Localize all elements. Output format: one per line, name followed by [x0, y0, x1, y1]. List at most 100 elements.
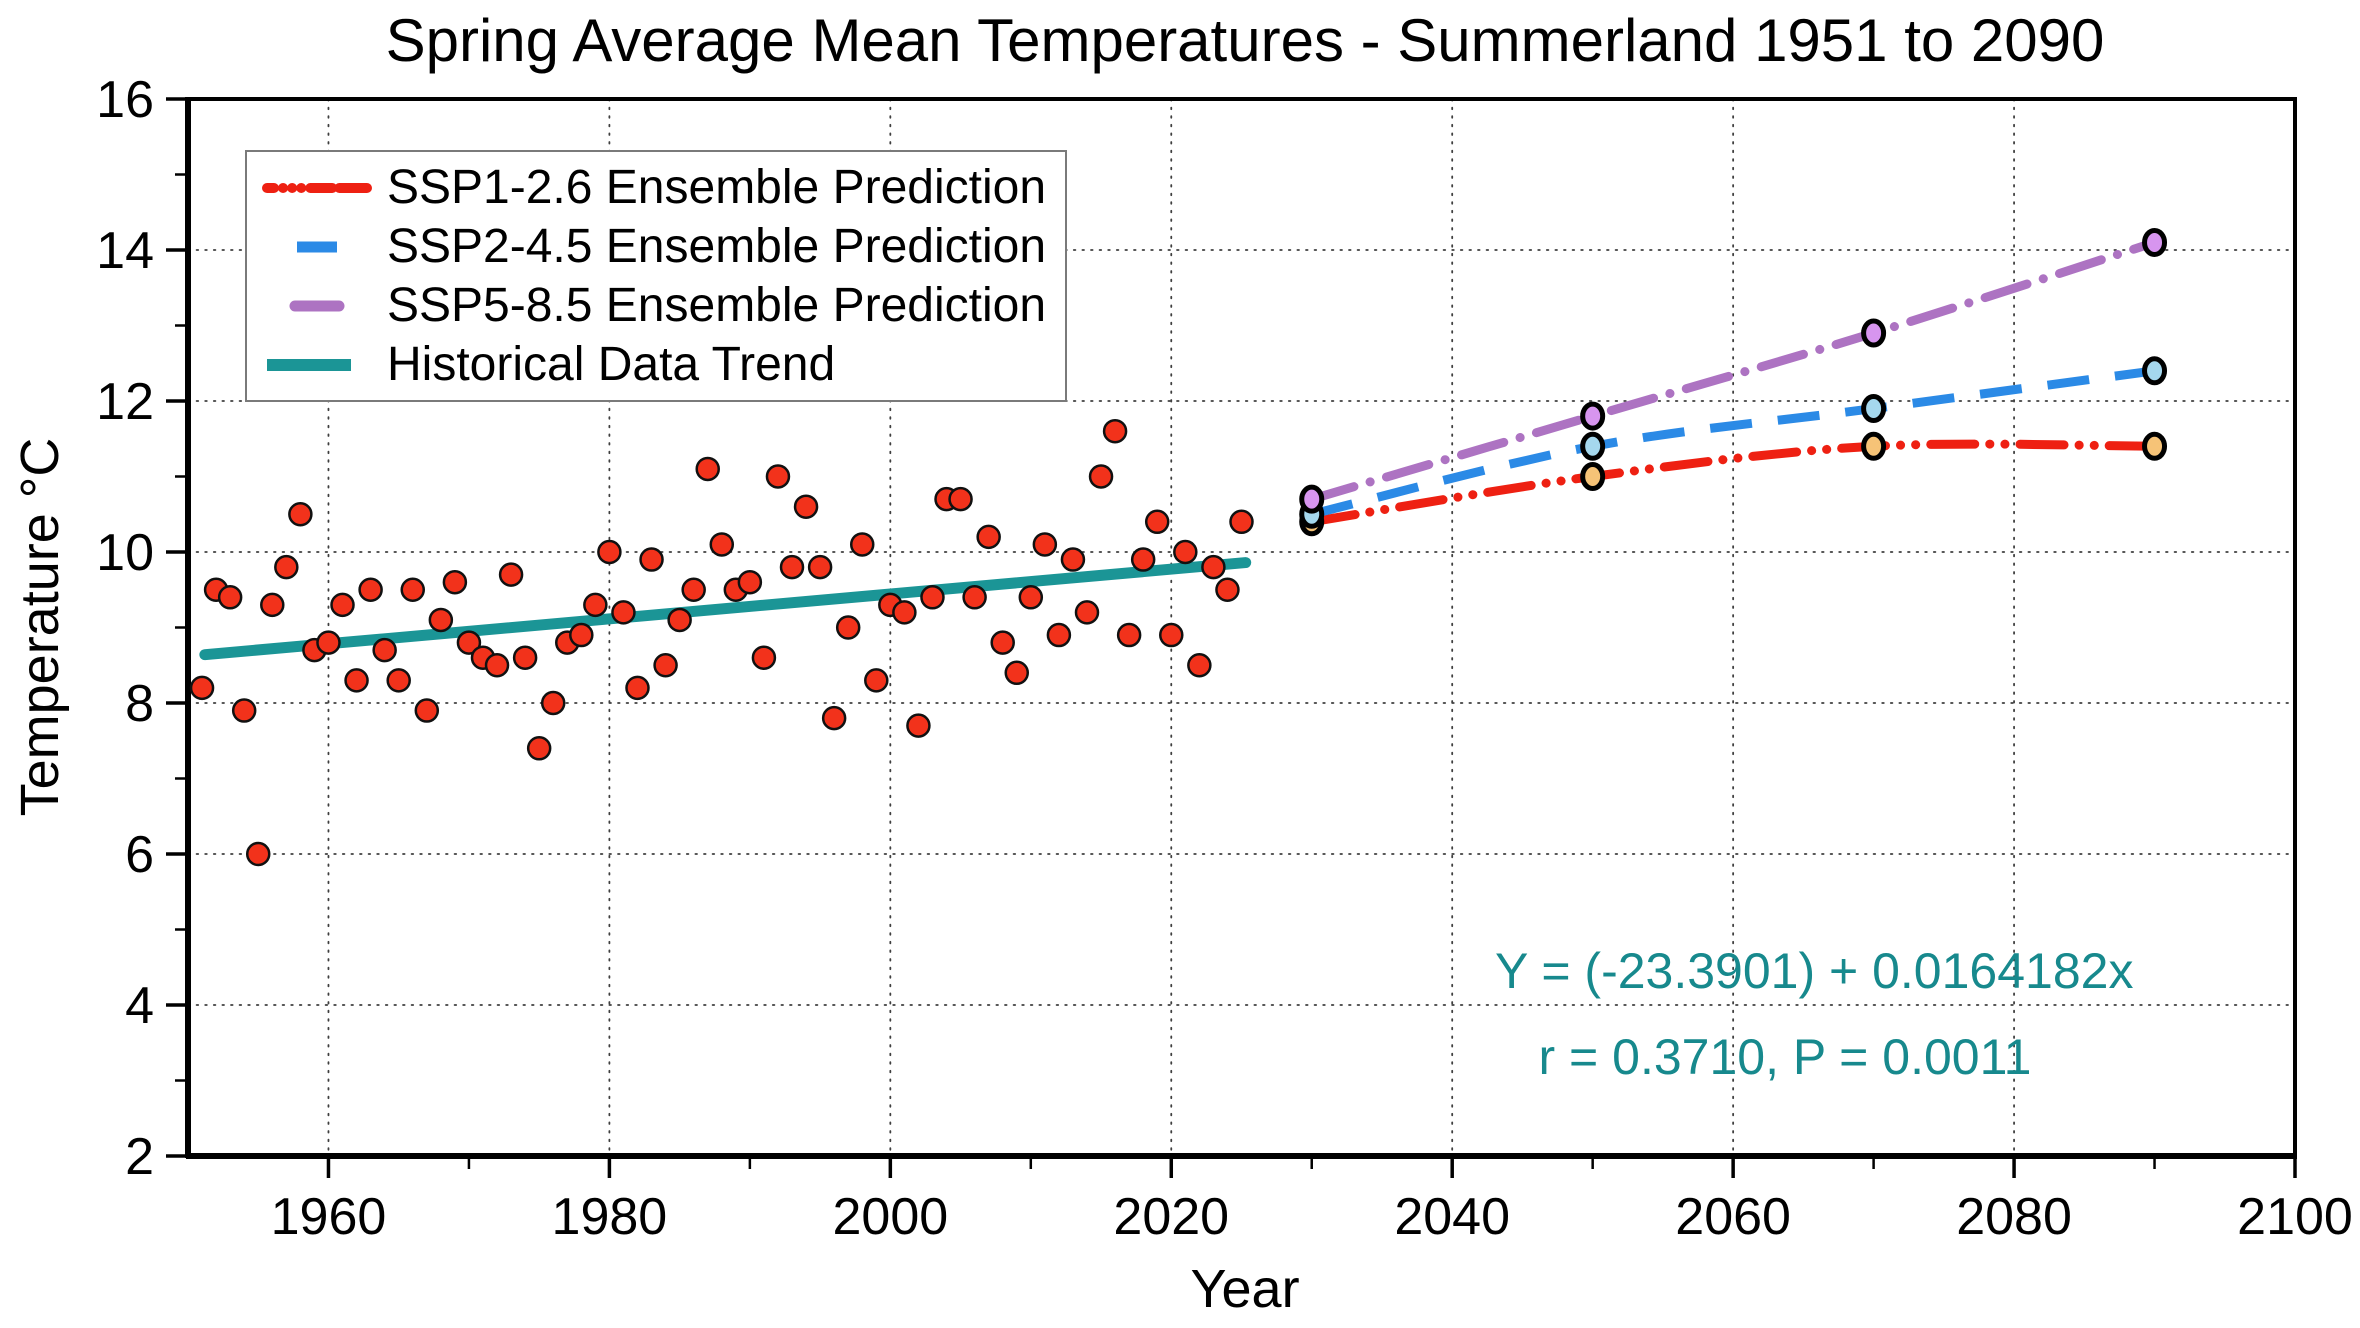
- scatter-point: [1173, 539, 1198, 565]
- scatter-point: [569, 622, 594, 648]
- scatter-point: [737, 569, 763, 595]
- series-line-ssp2-4-5-ensemble-prediction: [1310, 366, 2156, 519]
- scatter-point: [625, 675, 650, 701]
- scatter-point: [1229, 509, 1254, 535]
- prediction-marker-ssp1-2-6-ensemble-prediction: [1580, 462, 1606, 491]
- x-tick-label: 2040: [1394, 1188, 1510, 1246]
- scatter-point: [1004, 660, 1030, 686]
- y-tick-label: 16: [96, 71, 154, 129]
- scatter-point: [189, 675, 215, 701]
- legend-sample-dashed-icon: [297, 241, 337, 252]
- scatter-point: [217, 585, 243, 610]
- prediction-marker-ssp5-8-5-ensemble-prediction: [2142, 227, 2168, 257]
- scatter-point: [1201, 554, 1226, 580]
- legend-item-ssp2-4-5-ensemble-prediction: SSP2-4.5 Ensemble Prediction: [261, 218, 1065, 276]
- legend-label: SSP5-8.5 Ensemble Prediction: [387, 279, 1047, 332]
- scatter-point: [906, 713, 931, 738]
- scatter-point: [583, 592, 608, 618]
- scatter-point: [330, 592, 355, 618]
- x-tick-label: 2060: [1675, 1188, 1791, 1246]
- scatter-point: [892, 600, 917, 625]
- scatter-point: [695, 456, 720, 482]
- scatter-point: [976, 524, 1001, 550]
- scatter-point: [274, 554, 299, 580]
- x-tick-label: 2000: [832, 1188, 948, 1246]
- regression-equation: Y = (-23.3901) + 0.0164182x: [1495, 943, 2134, 999]
- scatter-point: [653, 653, 678, 678]
- scatter-point: [793, 494, 819, 519]
- scatter-point: [526, 736, 552, 761]
- series-line-historical-data-trend: [199, 557, 1252, 661]
- scatter-point: [1159, 622, 1184, 648]
- scatter-point: [1060, 547, 1086, 572]
- scatter-point: [639, 547, 664, 572]
- scatter-point: [358, 577, 383, 602]
- scatter-point: [512, 645, 538, 670]
- scatter-point: [1088, 464, 1114, 489]
- y-tick-label: 8: [125, 675, 154, 733]
- scatter-point: [948, 486, 973, 512]
- prediction-marker-ssp5-8-5-ensemble-prediction: [1580, 401, 1606, 431]
- scatter-point: [751, 645, 777, 670]
- x-tick-label: 1960: [271, 1188, 387, 1246]
- scatter-point: [597, 539, 622, 565]
- scatter-point: [1102, 418, 1128, 444]
- scatter-point: [990, 630, 1015, 655]
- scatter-point: [414, 698, 440, 723]
- scatter-point: [316, 630, 341, 655]
- scatter-point: [611, 600, 636, 625]
- scatter-point: [681, 577, 706, 602]
- scatter-point: [821, 705, 847, 731]
- legend-label: Historical Data Trend: [387, 338, 836, 391]
- legend-sample-dash-dot-icon: [289, 300, 345, 311]
- legend-sample-dash-dot-dot-icon: [262, 182, 372, 193]
- scatter-point: [835, 615, 861, 640]
- y-tick-label: 12: [96, 373, 154, 431]
- scatter-point: [1215, 577, 1240, 602]
- y-tick-label: 4: [125, 977, 154, 1035]
- scatter-point: [428, 607, 454, 633]
- prediction-marker-ssp1-2-6-ensemble-prediction: [1861, 431, 1887, 461]
- scatter-point: [1074, 600, 1100, 625]
- scatter-point: [1032, 532, 1058, 557]
- scatter-point: [372, 637, 397, 663]
- legend-item-ssp5-8-5-ensemble-prediction: SSP5-8.5 Ensemble Prediction: [261, 277, 1065, 335]
- x-tick-label: 1980: [552, 1188, 668, 1246]
- scatter-point: [344, 668, 369, 693]
- scatter-point: [849, 532, 875, 557]
- prediction-marker-ssp1-2-6-ensemble-prediction: [2142, 431, 2168, 461]
- legend-label: SSP2-4.5 Ensemble Prediction: [387, 220, 1047, 273]
- legend-item-ssp1-2-6-ensemble-prediction: SSP1-2.6 Ensemble Prediction: [261, 159, 1065, 217]
- legend: SSP1-2.6 Ensemble Prediction SSP2-4.5 Ens…: [245, 150, 1067, 402]
- scatter-point: [765, 464, 791, 489]
- regression-annotation: Y = (-23.3901) + 0.0164182x r = 0.3710, …: [1495, 928, 2134, 1100]
- scatter-point: [1116, 622, 1142, 648]
- scatter-point: [807, 554, 833, 580]
- scatter-point: [1130, 547, 1156, 572]
- scatter-point: [667, 607, 692, 633]
- legend-item-historical-data-trend: Historical Data Trend: [261, 336, 1065, 394]
- scatter-point: [864, 668, 889, 693]
- scatter-point: [456, 630, 482, 655]
- scatter-point: [245, 841, 271, 867]
- y-tick-label: 2: [125, 1128, 154, 1186]
- scatter-point: [1144, 509, 1170, 535]
- scatter-point: [400, 577, 425, 602]
- scatter-point: [1046, 622, 1072, 648]
- scatter-point: [498, 562, 524, 587]
- scatter-point: [442, 569, 468, 595]
- scatter-point: [779, 554, 805, 580]
- scatter-point: [540, 690, 566, 716]
- x-axis-title: Year: [1190, 1259, 1300, 1319]
- legend-label: SSP1-2.6 Ensemble Prediction: [387, 161, 1047, 214]
- scatter-point: [260, 592, 285, 618]
- prediction-marker-ssp5-8-5-ensemble-prediction: [1861, 318, 1887, 348]
- scatter-point: [962, 585, 987, 610]
- prediction-marker-ssp5-8-5-ensemble-prediction: [1299, 484, 1325, 514]
- scatter-point: [1187, 653, 1212, 678]
- scatter-point: [920, 585, 945, 610]
- regression-stats: r = 0.3710, P = 0.0011: [1538, 1029, 2032, 1085]
- y-tick-label: 14: [96, 222, 154, 280]
